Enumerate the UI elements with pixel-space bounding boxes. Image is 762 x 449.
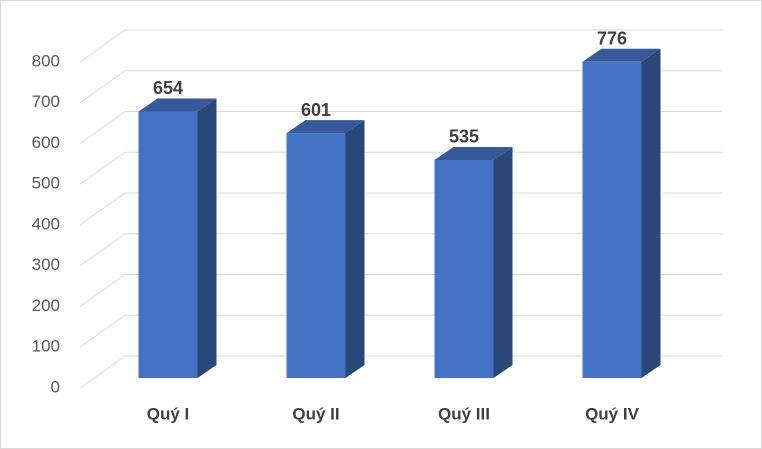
grid-line [79, 233, 722, 267]
bar-front [138, 111, 198, 379]
grid-line [79, 314, 722, 348]
bar-top [582, 48, 661, 62]
y-tick-label: 800 [32, 51, 60, 70]
grid-line [79, 355, 722, 389]
x-tick-label: Quý III [438, 404, 490, 423]
bar-side [345, 120, 365, 378]
y-tick-label: 700 [32, 92, 60, 111]
x-tick-label: Quý I [147, 404, 190, 423]
grid-line [79, 274, 722, 307]
y-tick-label: 500 [32, 174, 60, 193]
bar-side [641, 48, 661, 378]
y-tick-label: 300 [32, 255, 60, 274]
grid-line [79, 70, 722, 104]
y-tick-label: 600 [32, 133, 60, 152]
bar [138, 98, 217, 379]
bar-top [286, 120, 365, 134]
bar [286, 120, 365, 378]
x-tick-label: Quý II [292, 404, 339, 423]
bar-side [493, 146, 513, 378]
y-tick-label: 0 [51, 377, 60, 396]
y-tick-label: 400 [32, 214, 60, 233]
grid-line [79, 111, 722, 144]
y-tick-label: 200 [32, 296, 60, 315]
bar-front [434, 159, 494, 378]
bar-top [434, 146, 513, 160]
bar-front [286, 133, 346, 378]
bar [434, 146, 513, 378]
bar [582, 48, 661, 378]
bar-top [138, 98, 217, 112]
grid-line [79, 29, 722, 63]
grid-line [79, 192, 722, 226]
value-label: 535 [449, 127, 479, 147]
x-tick-label: Quý IV [585, 404, 640, 423]
value-label: 776 [597, 29, 627, 49]
value-label: 654 [153, 78, 183, 98]
bar-side [197, 98, 217, 379]
grid-line [79, 151, 722, 185]
y-tick-label: 100 [32, 337, 60, 356]
bar-front [582, 61, 642, 378]
value-label: 601 [301, 100, 331, 120]
